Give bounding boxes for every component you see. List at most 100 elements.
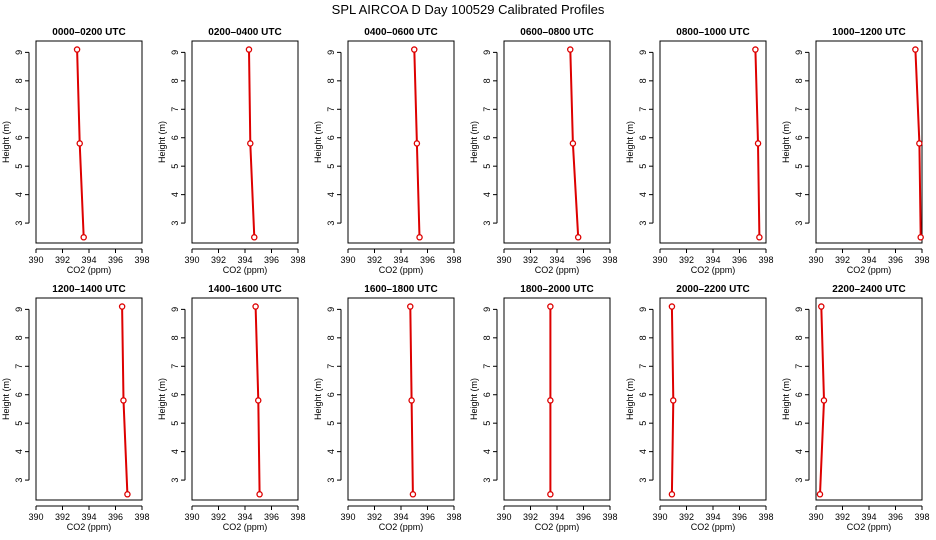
- x-tick-label: 390: [808, 512, 823, 522]
- panel-title: 2000–2200 UTC: [676, 284, 749, 295]
- x-tick-label: 392: [523, 255, 538, 265]
- profile-point: [410, 46, 418, 53]
- panel-title: 1600–1800 UTC: [364, 284, 437, 295]
- x-tick-label: 394: [705, 255, 720, 265]
- y-tick-label: 8: [170, 335, 180, 340]
- x-tick-label: 394: [549, 512, 564, 522]
- x-tick-label: 396: [888, 255, 903, 265]
- y-tick-label: 5: [326, 164, 336, 169]
- y-axis-label: Height (m): [313, 378, 323, 420]
- y-tick-label: 8: [482, 78, 492, 83]
- profile-point: [252, 303, 259, 310]
- x-axis-label: CO2 (ppm): [67, 522, 112, 532]
- y-tick-label: 7: [794, 107, 804, 112]
- profile-point: [917, 234, 924, 241]
- profile-point: [247, 140, 254, 147]
- y-tick-label: 4: [326, 449, 336, 454]
- profile-point: [413, 140, 421, 147]
- y-tick-label: 4: [482, 192, 492, 197]
- panel-title: 1800–2000 UTC: [520, 284, 593, 295]
- x-axis-label: CO2 (ppm): [379, 265, 424, 275]
- profile-panel: 0800–1000 UTC 390 392 394 396 398 CO2 (ppm) 3 4 5…: [625, 27, 774, 275]
- y-tick-label: 3: [14, 221, 24, 226]
- profile-point: [416, 234, 423, 241]
- profile-point: [76, 140, 83, 147]
- y-tick-label: 8: [14, 335, 24, 340]
- y-tick-label: 9: [794, 50, 804, 55]
- y-tick-label: 3: [638, 221, 648, 226]
- y-tick-label: 3: [170, 478, 180, 483]
- profile-point: [251, 234, 258, 241]
- x-tick-label: 392: [55, 512, 70, 522]
- y-tick-label: 6: [482, 392, 492, 397]
- plot-frame: [503, 297, 611, 501]
- y-tick-label: 4: [794, 449, 804, 454]
- y-tick-label: 6: [170, 392, 180, 397]
- x-axis-label: CO2 (ppm): [223, 522, 268, 532]
- y-tick-label: 5: [482, 421, 492, 426]
- y-axis-label: Height (m): [157, 378, 167, 420]
- x-tick-label: 392: [679, 255, 694, 265]
- x-tick-label: 398: [446, 255, 461, 265]
- x-tick-label: 396: [264, 255, 279, 265]
- panel-title: 0400–0600 UTC: [364, 27, 437, 38]
- y-tick-label: 9: [14, 50, 24, 55]
- plot-frame: [191, 40, 299, 244]
- profile-point: [407, 303, 414, 310]
- profile-point: [752, 46, 759, 53]
- y-tick-label: 8: [638, 335, 648, 340]
- y-tick-label: 8: [170, 78, 180, 83]
- profile-panel: 0600–0800 UTC 390 392 394 396 398 CO2 (ppm) 3 4 5…: [469, 27, 618, 275]
- x-tick-label: 398: [134, 255, 149, 265]
- x-tick-label: 394: [81, 255, 96, 265]
- x-tick-label: 390: [28, 512, 43, 522]
- x-tick-label: 394: [393, 255, 408, 265]
- x-tick-label: 398: [602, 255, 617, 265]
- y-tick-label: 9: [794, 307, 804, 312]
- profile-point: [574, 234, 582, 241]
- y-tick-label: 4: [14, 192, 24, 197]
- y-tick-label: 3: [326, 221, 336, 226]
- x-tick-label: 390: [652, 512, 667, 522]
- x-tick-label: 392: [835, 255, 850, 265]
- y-tick-label: 3: [14, 478, 24, 483]
- y-tick-label: 3: [794, 221, 804, 226]
- x-tick-label: 390: [184, 255, 199, 265]
- x-tick-label: 392: [679, 512, 694, 522]
- x-tick-label: 392: [835, 512, 850, 522]
- y-tick-label: 8: [638, 78, 648, 83]
- y-tick-label: 3: [170, 221, 180, 226]
- x-tick-label: 398: [758, 255, 773, 265]
- y-tick-label: 6: [170, 135, 180, 140]
- plot-frame: [503, 40, 611, 244]
- x-tick-label: 398: [134, 512, 149, 522]
- x-tick-label: 396: [420, 255, 435, 265]
- y-tick-label: 8: [14, 78, 24, 83]
- y-tick-label: 5: [170, 421, 180, 426]
- y-tick-label: 5: [170, 164, 180, 169]
- profile-point: [668, 491, 676, 498]
- y-axis-label: Height (m): [625, 378, 635, 420]
- plot-frame: [815, 297, 923, 501]
- profile-panel: 0400–0600 UTC 390 392 394 396 398 CO2 (ppm) 3 4 5…: [313, 27, 462, 275]
- y-tick-label: 4: [170, 192, 180, 197]
- x-tick-label: 390: [496, 512, 511, 522]
- y-tick-label: 4: [638, 449, 648, 454]
- y-axis-label: Height (m): [625, 121, 635, 163]
- x-tick-label: 394: [81, 512, 96, 522]
- y-tick-label: 4: [326, 192, 336, 197]
- y-tick-label: 4: [638, 192, 648, 197]
- y-tick-label: 4: [170, 449, 180, 454]
- y-tick-label: 8: [326, 335, 336, 340]
- y-tick-label: 5: [794, 421, 804, 426]
- profile-panel: 0200–0400 UTC 390 392 394 396 398 CO2 (ppm) 3 4 5…: [157, 27, 306, 275]
- x-axis-label: CO2 (ppm): [691, 265, 736, 275]
- profile-point: [547, 491, 554, 498]
- x-tick-label: 396: [108, 512, 123, 522]
- x-tick-label: 396: [108, 255, 123, 265]
- y-tick-label: 9: [326, 50, 336, 55]
- figure-title: SPL AIRCOA D Day 100529 Calibrated Profi…: [332, 2, 605, 17]
- profile-point: [754, 140, 762, 147]
- x-tick-label: 394: [549, 255, 564, 265]
